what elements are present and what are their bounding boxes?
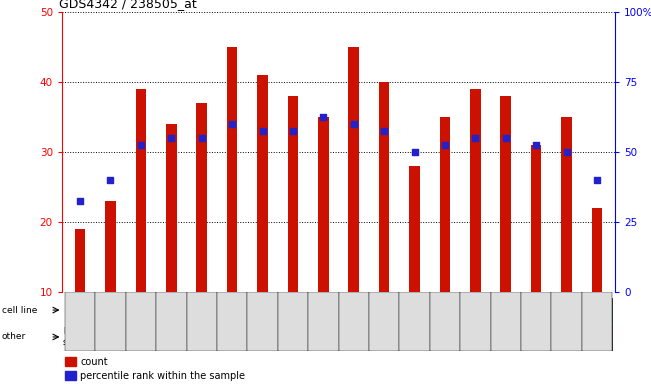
Bar [156, 298, 217, 323]
Text: GDS4342 / 238505_at: GDS4342 / 238505_at [59, 0, 197, 10]
Bar [339, 292, 369, 351]
Bar [379, 81, 389, 292]
Point [197, 134, 207, 141]
Text: MRK-003
non-sensitive: MRK-003 non-sensitive [404, 327, 456, 347]
Point [409, 149, 420, 155]
Bar [460, 298, 551, 323]
Bar [501, 96, 511, 292]
Bar [217, 292, 247, 351]
Bar [105, 201, 116, 292]
Bar [399, 292, 430, 351]
Bar [399, 323, 460, 351]
Point [439, 142, 450, 148]
Text: Panc420: Panc420 [562, 306, 601, 314]
Bar [75, 229, 85, 292]
Point [592, 177, 602, 183]
Text: Panc291: Panc291 [411, 306, 449, 314]
Bar [95, 323, 217, 351]
Bar [339, 298, 399, 323]
Point [75, 198, 85, 204]
Bar [65, 371, 76, 380]
Point [561, 149, 572, 155]
Point [166, 134, 176, 141]
Text: MRK-003 non-sensitive: MRK-003 non-sensitive [113, 333, 200, 341]
Point [531, 142, 542, 148]
Text: count: count [80, 357, 108, 367]
Point [257, 127, 268, 134]
Text: other: other [2, 333, 26, 341]
Bar [339, 323, 399, 351]
Bar [278, 323, 339, 351]
Bar [227, 46, 238, 292]
Bar [409, 166, 420, 292]
Text: Panc215: Panc215 [167, 306, 206, 314]
Point [501, 134, 511, 141]
Bar [278, 292, 308, 351]
Bar [197, 103, 207, 292]
Bar [288, 96, 298, 292]
Bar [551, 298, 612, 323]
Bar [470, 89, 480, 292]
Bar [592, 208, 602, 292]
Bar [582, 292, 612, 351]
Bar [126, 292, 156, 351]
Bar [551, 292, 582, 351]
Text: percentile rank within the sample: percentile rank within the sample [80, 371, 245, 381]
Bar [491, 292, 521, 351]
Bar [65, 323, 95, 351]
Bar [166, 124, 176, 292]
Text: MRK-003
sensitive: MRK-003 sensitive [352, 327, 386, 347]
Bar [65, 298, 95, 323]
Bar [278, 298, 339, 323]
Bar [217, 298, 278, 323]
Bar [247, 292, 278, 351]
Point [105, 177, 116, 183]
Point [135, 142, 146, 148]
Text: Panc374: Panc374 [486, 306, 525, 314]
Bar [439, 117, 450, 292]
Bar [460, 292, 491, 351]
Text: MRK-003 sensitive: MRK-003 sensitive [501, 333, 572, 341]
Bar [318, 117, 329, 292]
Bar [399, 298, 460, 323]
Text: cell line: cell line [2, 306, 37, 314]
Bar [531, 145, 542, 292]
Bar [186, 292, 217, 351]
Point [348, 121, 359, 127]
Bar [257, 74, 268, 292]
Bar [95, 298, 156, 323]
Bar [156, 292, 186, 351]
Text: MRK-003
sensitive: MRK-003 sensitive [230, 327, 264, 347]
Bar [65, 357, 76, 366]
Bar [308, 292, 339, 351]
Bar [430, 292, 460, 351]
Bar [521, 292, 551, 351]
Bar [460, 323, 612, 351]
Text: MRK-003
non-sensitive: MRK-003 non-sensitive [283, 327, 334, 347]
Point [470, 134, 480, 141]
Text: Panc253: Panc253 [289, 306, 327, 314]
Point [318, 114, 329, 120]
Text: Panc265: Panc265 [350, 306, 388, 314]
Point [379, 127, 389, 134]
Point [227, 121, 238, 127]
Text: Panc198: Panc198 [107, 306, 145, 314]
Text: Panc219: Panc219 [228, 306, 266, 314]
Bar [95, 292, 126, 351]
Bar [561, 117, 572, 292]
Bar [65, 292, 95, 351]
Bar [217, 323, 278, 351]
Point [288, 127, 298, 134]
Text: JH033: JH033 [67, 306, 93, 314]
Bar [135, 89, 146, 292]
Text: MRK-003
sensitive: MRK-003 sensitive [63, 327, 97, 347]
Bar [369, 292, 399, 351]
Bar [348, 46, 359, 292]
